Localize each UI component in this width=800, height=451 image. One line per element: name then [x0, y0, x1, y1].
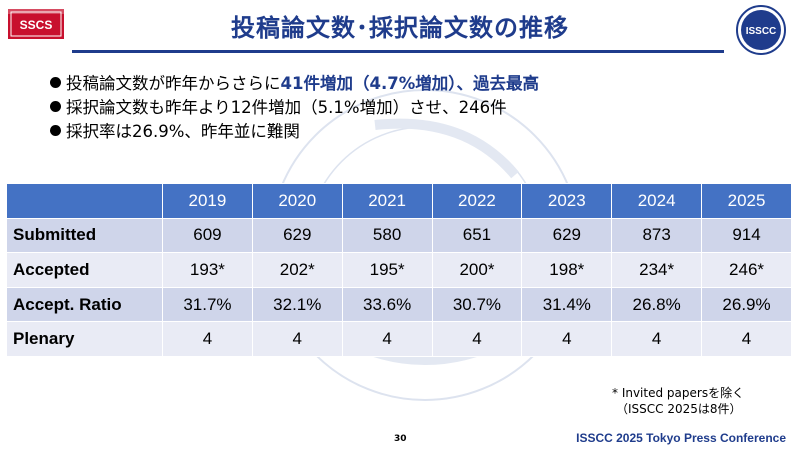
table-cell: 651: [431, 217, 523, 254]
bullet-highlight: 41件増加（4.7%増加）、過去最高: [280, 74, 539, 93]
bullet-text: 採択論文数も昨年より12件増加（5.1%増加）させ、246件: [66, 98, 507, 117]
table-cell: 26.9%: [701, 286, 792, 323]
table-cell: 26.8%: [611, 286, 703, 323]
footnote-line: （ISSCC 2025は8件）: [616, 402, 742, 416]
bullet-list: 投稿論文数が昨年からさらに41件増加（4.7%増加）、過去最高 採択論文数も昨年…: [50, 72, 539, 144]
bullet-item: 投稿論文数が昨年からさらに41件増加（4.7%増加）、過去最高: [50, 72, 539, 96]
isscc-logo: ISSCC: [736, 5, 786, 55]
table-cell: 873: [611, 217, 703, 254]
table-cell: 4: [251, 321, 343, 357]
table-cell: 234*: [611, 252, 703, 288]
footnote: * Invited papersを除く （ISSCC 2025は8件）: [612, 385, 744, 417]
year-header: 2020: [251, 183, 343, 219]
footnote-line: * Invited papersを除く: [612, 386, 745, 400]
table-cell: 4: [341, 321, 433, 357]
bullet-dot-icon: [50, 101, 61, 112]
table-cell: 198*: [521, 252, 613, 288]
table-cell: 193*: [162, 252, 253, 288]
table-cell: 4: [521, 321, 613, 357]
table-header-row: 2019 2020 2021 2022 2023 2024 2025: [6, 183, 792, 219]
table-cell: 195*: [341, 252, 433, 288]
table-cell: 629: [251, 217, 343, 254]
table-cell: 246*: [701, 252, 792, 288]
year-header: 2022: [431, 183, 523, 219]
bullet-item: 採択論文数も昨年より12件増加（5.1%増加）させ、246件: [50, 96, 539, 120]
sscs-logo-text: SSCS: [20, 18, 53, 32]
table-cell: 33.6%: [341, 286, 433, 323]
isscc-logo-text: ISSCC: [746, 26, 777, 37]
table-cell: 580: [341, 217, 433, 254]
table-cell: 609: [162, 217, 253, 254]
table-row: Submitted 609 629 580 651 629 873 914: [6, 217, 792, 254]
year-header: 2023: [521, 183, 613, 219]
table-cell: 4: [701, 321, 792, 357]
table-row: Accept. Ratio 31.7% 32.1% 33.6% 30.7% 31…: [6, 286, 792, 323]
table-cell: 629: [521, 217, 613, 254]
bullet-text: 投稿論文数が昨年からさらに: [66, 74, 281, 93]
year-header: 2019: [162, 183, 253, 219]
table-row: Accepted 193* 202* 195* 200* 198* 234* 2…: [6, 252, 792, 288]
row-label: Accept. Ratio: [6, 286, 163, 323]
table-cell: 31.4%: [521, 286, 613, 323]
table-cell: 200*: [431, 252, 523, 288]
paper-stats-table: 2019 2020 2021 2022 2023 2024 2025 Submi…: [6, 183, 792, 357]
table-cell: 32.1%: [251, 286, 343, 323]
table-cell: 914: [701, 217, 792, 254]
table-cell: 202*: [251, 252, 343, 288]
row-label: Accepted: [6, 252, 163, 288]
bullet-text: 採択率は26.9%、昨年並に難関: [66, 122, 300, 141]
table-cell: 4: [431, 321, 523, 357]
table-corner-cell: [6, 183, 163, 219]
table-cell: 4: [162, 321, 253, 357]
year-header: 2021: [341, 183, 433, 219]
table-row: Plenary 4 4 4 4 4 4 4: [6, 321, 792, 357]
title-underline: [72, 50, 724, 53]
bullet-item: 採択率は26.9%、昨年並に難関: [50, 120, 539, 144]
row-label: Plenary: [6, 321, 163, 357]
table-cell: 31.7%: [162, 286, 253, 323]
bullet-dot-icon: [50, 125, 61, 136]
page-title: 投稿論文数･採択論文数の推移: [231, 14, 569, 42]
sscs-logo: SSCS: [8, 9, 64, 39]
bullet-dot-icon: [50, 77, 61, 88]
year-header: 2025: [701, 183, 792, 219]
row-label: Submitted: [6, 217, 163, 254]
year-header: 2024: [611, 183, 703, 219]
conference-footer: ISSCC 2025 Tokyo Press Conference: [576, 431, 786, 445]
page-number: 30: [394, 434, 407, 444]
table-cell: 4: [611, 321, 703, 357]
table-cell: 30.7%: [431, 286, 523, 323]
